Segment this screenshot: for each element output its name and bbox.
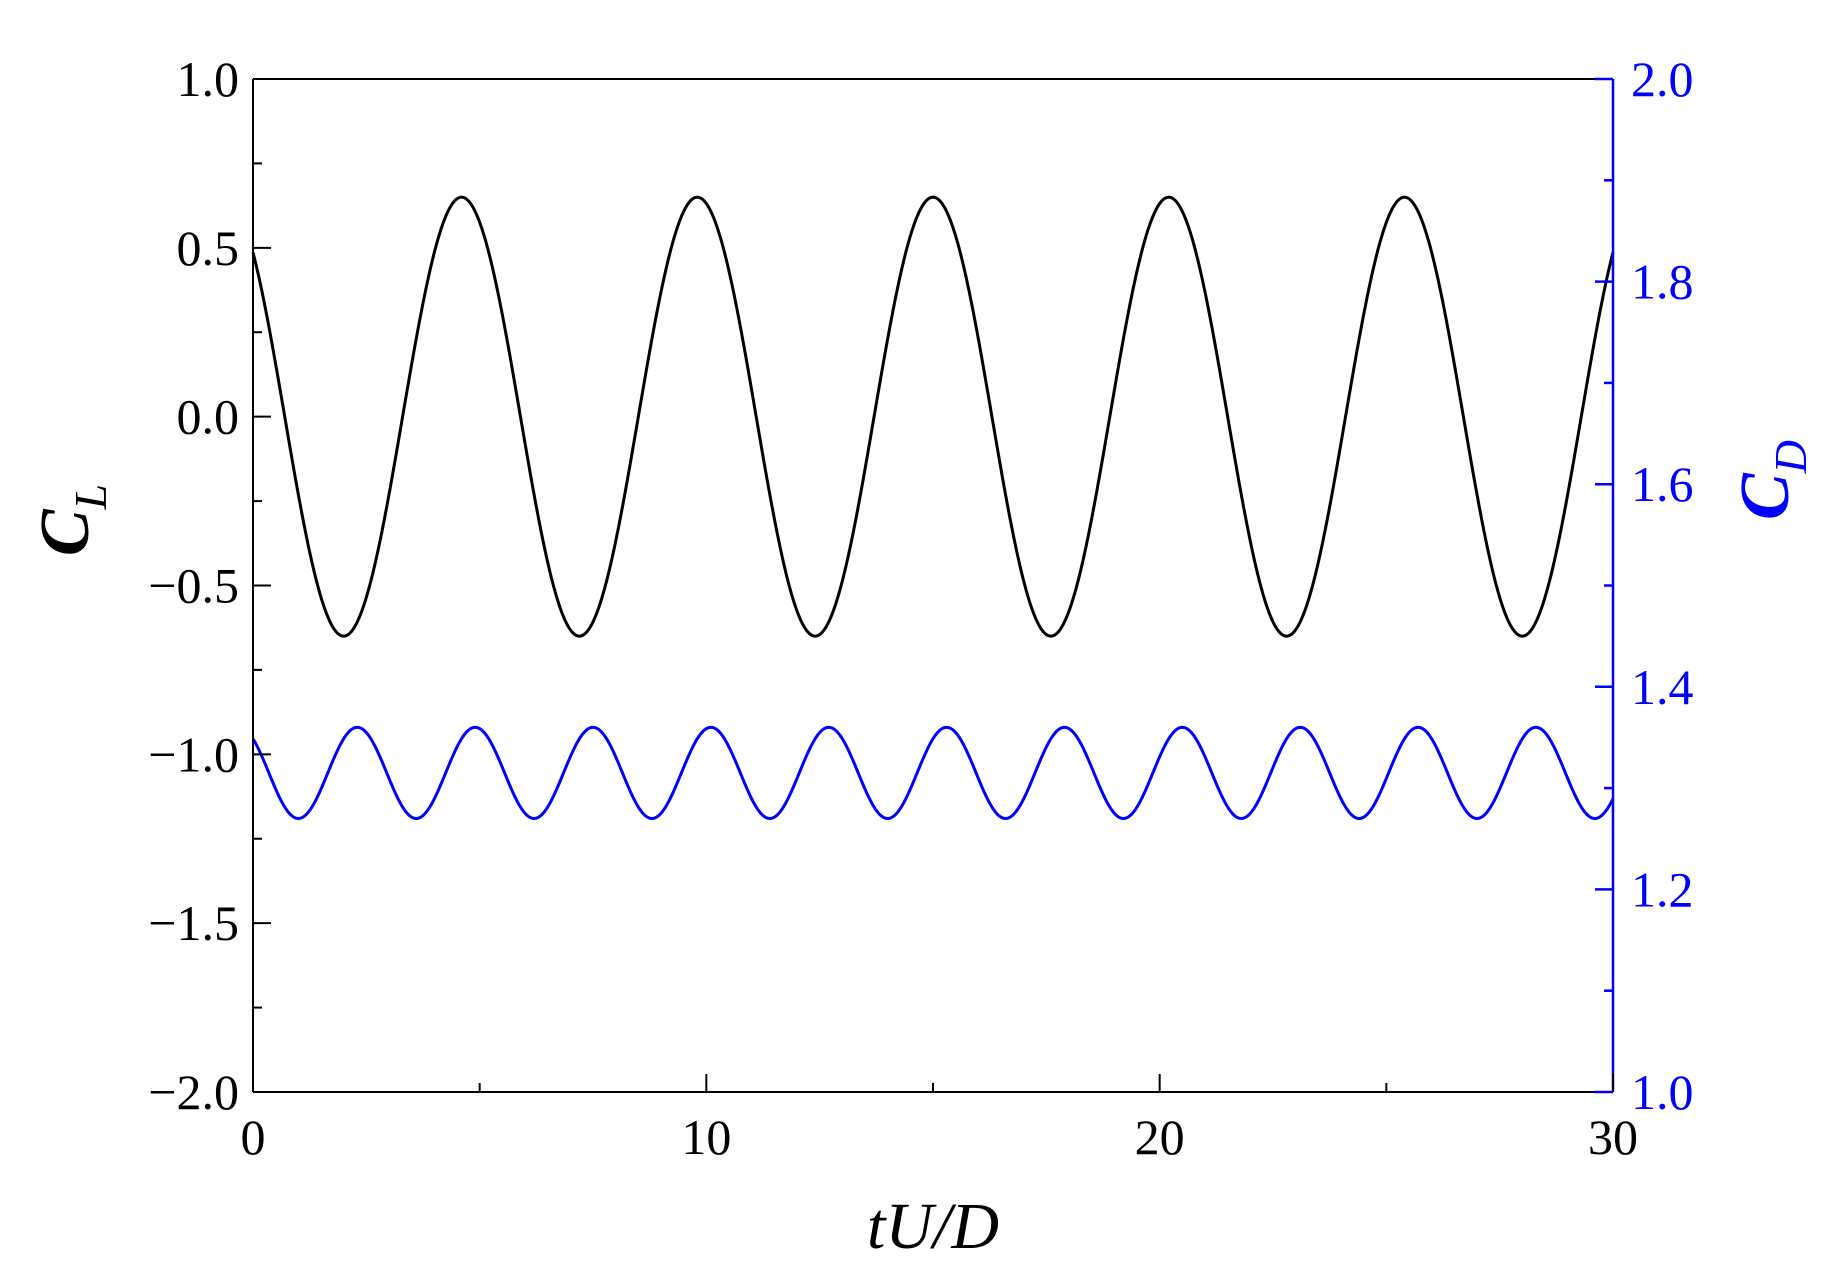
y-left-tick-label: 1.0 [177,51,240,107]
y-left-tick-label: 0.0 [177,389,240,445]
y-left-tick-label: −2.0 [148,1064,239,1120]
x-tick-label: 20 [1135,1109,1185,1165]
y-left-axis-title-text: CL [27,484,116,556]
series-layer [251,195,1615,820]
y-left-axis-title-main: C [27,508,104,556]
y-right-axis-title-sub: D [1765,440,1816,474]
x-tick-label: 10 [681,1109,731,1165]
axes-layer [252,77,1615,1094]
y-right-tick-label: 1.4 [1631,659,1694,715]
y-right-tick-label: 1.0 [1631,1064,1694,1120]
y-left-axis-title-sub: L [65,484,116,511]
y-right-tick-label: 1.8 [1631,254,1694,310]
y-left-tick-label: −0.5 [148,558,239,614]
y-right-tick-label: 1.2 [1631,861,1694,917]
y-left-axis-title: CL [27,484,116,556]
y-left-tick-label: 0.5 [177,220,240,276]
y-left-tick-label: −1.0 [148,726,239,782]
y-left-tick-label: −1.5 [148,895,239,951]
y-right-axis-title-main: C [1727,472,1804,520]
x-axis-title: tU/D [867,1190,999,1263]
y-right-tick-label: 1.6 [1631,456,1694,512]
series-line-cl [251,195,1615,638]
x-tick-label: 0 [241,1109,266,1165]
x-tick-label: 30 [1588,1109,1638,1165]
labels-layer: 0 10 20 301.00.50.0−0.5−1.0−1.5−2.02.01.81.… [27,51,1816,1263]
series-line-cd [251,725,1615,820]
y-right-axis-title-text: CD [1727,440,1816,520]
y-right-tick-label: 2.0 [1631,51,1694,107]
y-right-axis-title: CD [1727,440,1816,520]
